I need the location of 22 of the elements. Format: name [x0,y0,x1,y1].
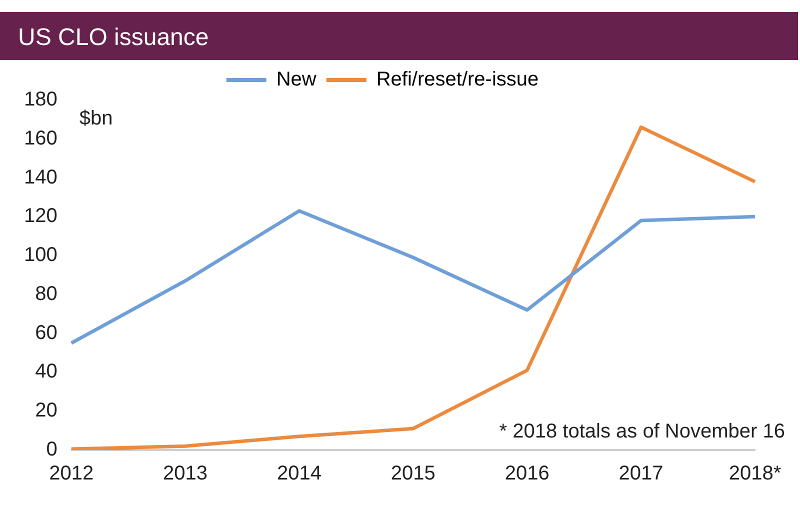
y-tick-label: 60 [35,322,58,344]
y-tick-label: 20 [35,400,58,422]
x-tick-label: 2015 [390,462,436,485]
y-tick-label: 160 [24,127,58,150]
y-tick-label: 180 [24,88,58,111]
y-tick-label: 140 [24,166,58,188]
y-tick-label: 120 [24,205,58,228]
x-tick-label: 2018* [728,462,782,485]
annotation: * 2018 totals as of November 16 [499,420,785,443]
y-tick-label: 80 [35,282,58,305]
x-tick-label: 2017 [618,462,664,485]
legend-label: Refi/reset/re-issue [376,68,539,91]
y-axis-title: $bn [79,107,113,130]
y-tick-label: 40 [35,360,58,383]
y-tick-label: 100 [24,244,58,266]
legend-label: New [276,68,317,91]
chart-title: US CLO issuance [0,12,798,60]
y-tick-label: 0 [46,438,58,461]
x-tick-label: 2016 [504,462,550,485]
x-tick-label: 2014 [276,462,322,485]
x-tick-label: 2013 [163,462,208,485]
x-tick-label: 2012 [49,462,94,485]
